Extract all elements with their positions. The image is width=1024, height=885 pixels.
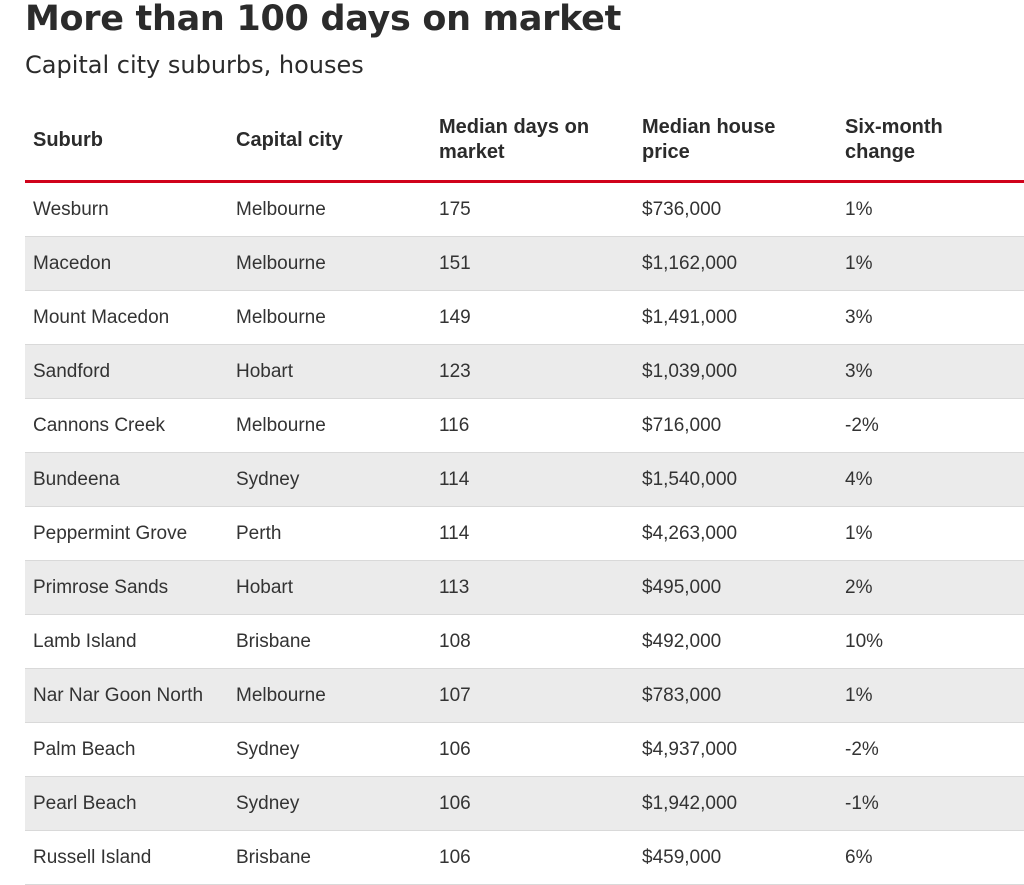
cell-suburb: Mount Macedon (33, 307, 170, 328)
cell-median-days: 175 (439, 199, 471, 220)
cell-median-price: $1,540,000 (642, 469, 738, 490)
cell-capital-city: Sydney (236, 739, 300, 760)
cell-median-days: 106 (439, 739, 471, 760)
table-row: Bundeena Sydney 114 $1,540,000 4% (25, 453, 1024, 507)
cell-median-days: 106 (439, 793, 471, 814)
table-row: Pearl Beach Sydney 106 $1,942,000 -1% (25, 777, 1024, 831)
cell-median-days: 116 (439, 415, 470, 436)
column-header-median-days: Median days on market (439, 116, 590, 163)
cell-six-month-change: -1% (845, 793, 879, 814)
cell-median-days: 114 (439, 469, 470, 490)
cell-median-days: 113 (439, 577, 470, 598)
column-header-capital-city: Capital city (236, 128, 343, 151)
cell-suburb: Russell Island (33, 847, 152, 868)
cell-six-month-change: 3% (845, 361, 873, 382)
table-row: Cannons Creek Melbourne 116 $716,000 -2% (25, 399, 1024, 453)
table-header: Suburb Capital city Median days on marke… (25, 100, 1024, 183)
cell-suburb: Nar Nar Goon North (33, 685, 204, 706)
cell-median-price: $1,162,000 (642, 253, 738, 274)
cell-six-month-change: 3% (845, 307, 873, 328)
cell-suburb: Peppermint Grove (33, 523, 188, 544)
data-table: Suburb Capital city Median days on marke… (25, 100, 1024, 885)
cell-median-days: 123 (439, 361, 471, 382)
cell-six-month-change: 10% (845, 631, 884, 652)
cell-median-price: $1,491,000 (642, 307, 738, 328)
cell-suburb: Lamb Island (33, 631, 137, 652)
cell-suburb: Wesburn (33, 199, 109, 220)
cell-median-days: 108 (439, 631, 471, 652)
cell-capital-city: Melbourne (236, 307, 326, 328)
chart-subtitle: Capital city suburbs, houses (25, 51, 364, 79)
table-row: Nar Nar Goon North Melbourne 107 $783,000 1% (25, 669, 1024, 723)
cell-suburb: Bundeena (33, 469, 120, 490)
cell-suburb: Primrose Sands (33, 577, 169, 598)
table-row: Russell Island Brisbane 106 $459,000 6% (25, 831, 1024, 885)
cell-capital-city: Hobart (236, 361, 294, 382)
cell-six-month-change: 6% (845, 847, 873, 868)
cell-capital-city: Melbourne (236, 685, 326, 706)
cell-capital-city: Hobart (236, 577, 294, 598)
cell-suburb: Macedon (33, 253, 112, 274)
cell-median-price: $716,000 (642, 415, 722, 436)
table-row: Wesburn Melbourne 175 $736,000 1% (25, 183, 1024, 237)
column-header-suburb: Suburb (33, 128, 103, 151)
cell-six-month-change: 4% (845, 469, 873, 490)
cell-median-days: 151 (439, 253, 471, 274)
cell-suburb: Pearl Beach (33, 793, 137, 814)
cell-median-price: $459,000 (642, 847, 722, 868)
cell-median-price: $492,000 (642, 631, 722, 652)
cell-median-price: $1,942,000 (642, 793, 738, 814)
cell-suburb: Cannons Creek (33, 415, 166, 436)
cell-median-price: $4,937,000 (642, 739, 738, 760)
cell-suburb: Palm Beach (33, 739, 136, 760)
cell-median-days: 106 (439, 847, 471, 868)
cell-median-days: 107 (439, 685, 471, 706)
cell-median-price: $783,000 (642, 685, 722, 706)
cell-capital-city: Sydney (236, 793, 300, 814)
cell-six-month-change: -2% (845, 739, 879, 760)
cell-capital-city: Melbourne (236, 199, 326, 220)
cell-suburb: Sandford (33, 361, 111, 382)
table-row: Palm Beach Sydney 106 $4,937,000 -2% (25, 723, 1024, 777)
table-row: Peppermint Grove Perth 114 $4,263,000 1% (25, 507, 1024, 561)
cell-median-price: $736,000 (642, 199, 722, 220)
table-row: Primrose Sands Hobart 113 $495,000 2% (25, 561, 1024, 615)
table-row: Mount Macedon Melbourne 149 $1,491,000 3% (25, 291, 1024, 345)
cell-capital-city: Brisbane (236, 631, 311, 652)
cell-six-month-change: 1% (845, 685, 873, 706)
cell-capital-city: Melbourne (236, 253, 326, 274)
cell-median-price: $495,000 (642, 577, 722, 598)
cell-capital-city: Perth (236, 523, 282, 544)
column-header-median-price: Median house price (642, 116, 776, 163)
cell-six-month-change: 1% (845, 523, 873, 544)
cell-six-month-change: 2% (845, 577, 873, 598)
cell-capital-city: Sydney (236, 469, 300, 490)
column-header-six-month-change: Six-month change (845, 116, 943, 163)
cell-six-month-change: -2% (845, 415, 879, 436)
table-row: Sandford Hobart 123 $1,039,000 3% (25, 345, 1024, 399)
cell-capital-city: Brisbane (236, 847, 311, 868)
cell-median-price: $4,263,000 (642, 523, 738, 544)
cell-median-days: 114 (439, 523, 470, 544)
table-row: Lamb Island Brisbane 108 $492,000 10% (25, 615, 1024, 669)
cell-six-month-change: 1% (845, 199, 873, 220)
cell-median-days: 149 (439, 307, 471, 328)
cell-median-price: $1,039,000 (642, 361, 738, 382)
table-row: Macedon Melbourne 151 $1,162,000 1% (25, 237, 1024, 291)
chart-title: More than 100 days on market (25, 0, 621, 39)
cell-capital-city: Melbourne (236, 415, 326, 436)
table-body: Wesburn Melbourne 175 $736,000 1% Macedon Melb… (25, 183, 1024, 885)
cell-six-month-change: 1% (845, 253, 873, 274)
